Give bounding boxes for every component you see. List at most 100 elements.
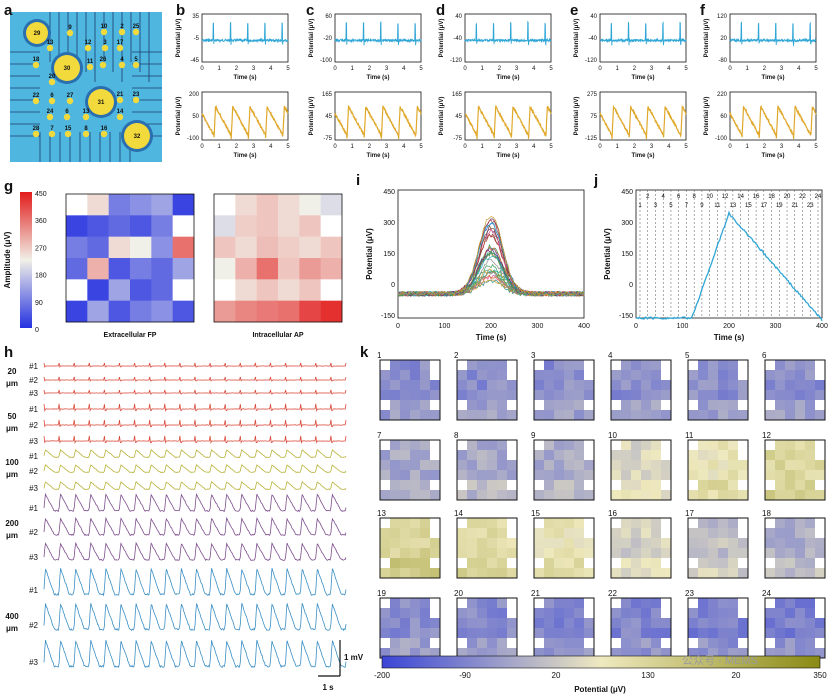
frame-heat-cell xyxy=(564,390,575,401)
frame-heat-cell xyxy=(400,440,411,451)
frame-heat-cell xyxy=(497,460,508,471)
frame-heat-cell xyxy=(554,450,565,461)
frame-heat-cell xyxy=(805,480,816,491)
scale-bar-time: 1 s xyxy=(322,683,334,692)
frame-heat-cell xyxy=(698,390,709,401)
frame-heat-cell xyxy=(805,538,816,549)
frame-heat-cell xyxy=(564,618,575,629)
y-tick-label: -125 xyxy=(585,136,598,142)
frame-heat-cell xyxy=(410,638,421,649)
frame-heat-cell xyxy=(390,608,401,619)
frame-heat-cell xyxy=(708,548,719,559)
x-tick-label: 1 xyxy=(616,66,620,72)
frame-heat-cell xyxy=(564,528,575,539)
electrode-label: 3 xyxy=(103,40,107,46)
x-tick-label: 0 xyxy=(333,66,337,72)
frame-heat-cell xyxy=(507,440,518,451)
frame-heat-cell xyxy=(688,638,699,649)
frame-heat-cell xyxy=(611,370,622,381)
frame-heat-cell xyxy=(564,400,575,411)
frame-heat-cell xyxy=(738,480,749,491)
frame-heat-cell xyxy=(708,608,719,619)
frame-heat-cell xyxy=(507,400,518,411)
frame-heat-cell xyxy=(534,480,545,491)
frame-heat-cell xyxy=(765,558,776,569)
frame-heat-cell xyxy=(651,628,662,639)
x-tick-label: 4 xyxy=(532,144,536,150)
y-tick-label: 120 xyxy=(717,14,728,20)
frame-heat-cell xyxy=(390,628,401,639)
frame-heat-cell xyxy=(765,638,776,649)
frame-heat-cell xyxy=(651,390,662,401)
heatmap-cell xyxy=(151,279,173,301)
frame-heat-cell xyxy=(420,538,431,549)
frame-heat-cell xyxy=(497,400,508,411)
frame-heat-cell xyxy=(765,440,776,451)
frame-heat-cell xyxy=(765,538,776,549)
electrode-small xyxy=(48,97,56,105)
frame-heat-cell xyxy=(621,528,632,539)
watermark-text: 公众号 · MEMS xyxy=(682,654,758,667)
frame-heat-cell xyxy=(534,628,545,639)
frame-heat-cell xyxy=(738,370,749,381)
x-tick-label: 400 xyxy=(816,323,828,330)
frame-heat-cell xyxy=(584,568,595,579)
frame-heat-cell xyxy=(574,618,585,629)
frame-heat-cell xyxy=(574,410,585,421)
x-tick-label: 3 xyxy=(252,66,256,72)
panel-label-h: h xyxy=(4,344,14,361)
frame-heat-cell xyxy=(564,518,575,529)
axes-frame xyxy=(334,13,422,63)
frame-heat-cell xyxy=(487,528,498,539)
x-tick-label: 3 xyxy=(780,144,784,150)
frame-heat-cell xyxy=(738,538,749,549)
frame-heat-cell xyxy=(651,360,662,371)
frame-heat-cell xyxy=(688,538,699,549)
x-tick-label: 3 xyxy=(650,66,654,72)
frame-heat-cell xyxy=(795,440,806,451)
frame-heat-cell xyxy=(477,390,488,401)
distance-label: 400 xyxy=(5,612,19,621)
frame-heat-cell xyxy=(430,450,441,461)
frame-heat-cell xyxy=(584,538,595,549)
y-tick-label: 275 xyxy=(587,92,598,98)
trace-intracellular xyxy=(334,105,422,140)
frame-heat-cell xyxy=(805,628,816,639)
frame-heat-cell xyxy=(718,450,729,461)
heatmap-cell xyxy=(151,258,173,280)
axes-frame xyxy=(729,13,817,63)
frame-heat-cell xyxy=(718,628,729,639)
frame-heat-cell xyxy=(785,638,796,649)
frame-heat-cell xyxy=(805,440,816,451)
frame-heat-cell xyxy=(728,370,739,381)
heatmap-cell xyxy=(320,194,343,216)
frame-heat-cell xyxy=(534,380,545,391)
frame-heat-cell xyxy=(554,390,565,401)
frame-heat-cell xyxy=(420,490,431,501)
frame-heat-cell xyxy=(457,450,468,461)
frame-heat-cell xyxy=(775,400,786,411)
frame-heat-cell xyxy=(390,558,401,569)
x-axis-label: Time (s) xyxy=(234,153,257,159)
frame-heat-cell xyxy=(621,638,632,649)
frame-heat-cell xyxy=(651,380,662,391)
frame-heat-cell xyxy=(641,558,652,569)
frame-heat-cell xyxy=(390,598,401,609)
frame-heat-cell xyxy=(611,638,622,649)
x-tick-label: 2 xyxy=(498,66,502,72)
electrode-label: 31 xyxy=(98,100,105,106)
frame-heat-cell xyxy=(728,618,739,629)
frame-heat-cell xyxy=(611,460,622,471)
frame-number: 4 xyxy=(608,351,613,360)
frame-heatmap xyxy=(610,359,672,421)
frame-heat-cell xyxy=(507,460,518,471)
axes-frame xyxy=(397,189,585,319)
frame-heat-cell xyxy=(554,480,565,491)
frame-number: 19 xyxy=(776,203,783,209)
frame-heat-cell xyxy=(477,618,488,629)
y-tick-label: 40 xyxy=(455,14,462,20)
frame-number: 19 xyxy=(377,589,386,598)
frame-heat-cell xyxy=(477,490,488,501)
frame-heat-cell xyxy=(430,380,441,391)
frame-heat-cell xyxy=(775,450,786,461)
